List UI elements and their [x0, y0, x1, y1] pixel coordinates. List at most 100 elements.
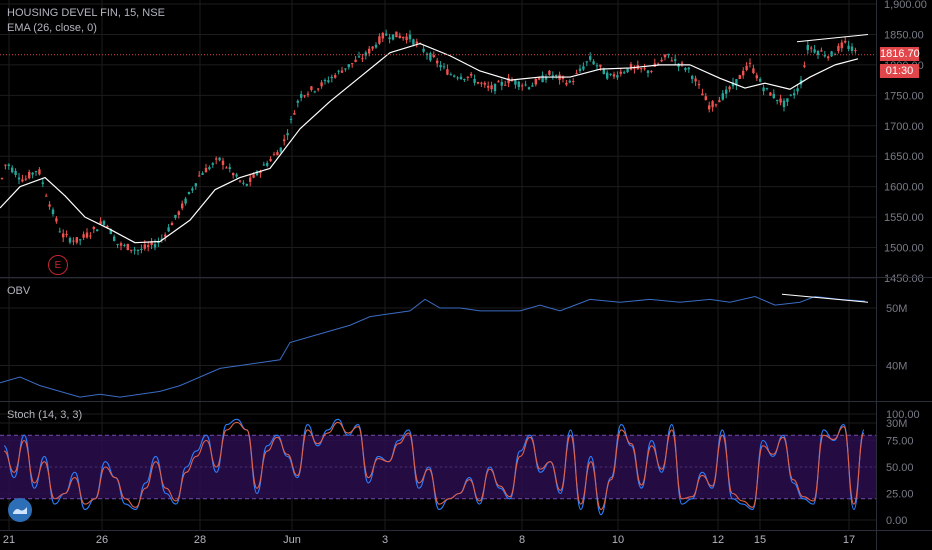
candle-body [657, 63, 660, 65]
candle-body [303, 95, 306, 97]
time-tick-label: 28 [194, 534, 206, 546]
tradingview-logo-icon[interactable] [8, 498, 32, 522]
candle-body [31, 172, 34, 175]
price-tick-label: 1450.00 [884, 273, 924, 285]
candle-body [140, 248, 143, 250]
countdown-tag: 01:30 [880, 64, 919, 78]
candle-body [602, 68, 605, 75]
candle-body [422, 48, 425, 52]
candle-body [351, 63, 354, 65]
candle-body [721, 93, 724, 100]
candle-body [463, 79, 466, 81]
obv-tick-label: 50M [886, 303, 907, 315]
candle-body [854, 50, 857, 52]
candle-body [711, 101, 714, 108]
candle-body [21, 179, 24, 182]
candle-body [847, 45, 850, 49]
candle-body [806, 44, 809, 51]
candle-body [34, 171, 38, 173]
candle-body [249, 177, 252, 182]
candle-body [41, 182, 44, 184]
candle-body [793, 93, 796, 96]
obv-legend[interactable]: OBV [7, 285, 31, 297]
candle-body [674, 59, 677, 61]
candle-body [126, 243, 129, 251]
stoch-legend[interactable]: Stoch (14, 3, 3) [7, 409, 83, 421]
candle-body [626, 68, 629, 73]
candle-body [402, 36, 405, 39]
candle-body [538, 77, 541, 80]
candle-body [238, 180, 242, 182]
candle-body [136, 249, 140, 251]
candle-body [544, 76, 548, 80]
candle-body [844, 40, 847, 43]
candle-body [170, 222, 174, 226]
time-tick-label: 8 [519, 534, 525, 546]
stoch-tick-label: 75.00 [886, 436, 914, 448]
candle-body [51, 209, 55, 215]
candle-body [62, 233, 65, 238]
candle-body [813, 49, 816, 53]
candle-body [75, 237, 78, 243]
time-tick-label: Jun [283, 534, 301, 546]
candle-body [493, 83, 497, 92]
candle-body [490, 85, 493, 90]
candle-body [381, 32, 384, 39]
candle-body [408, 34, 412, 40]
candle-body [160, 238, 163, 240]
candle-body [623, 72, 626, 74]
candle-body [133, 249, 136, 251]
candle-body [150, 241, 153, 246]
candle-body [300, 94, 303, 98]
candle-body [323, 79, 327, 82]
candle-body [0, 178, 4, 180]
candle-body [823, 55, 826, 57]
candle-body [704, 96, 707, 101]
candle-body [551, 75, 554, 77]
candle-body [619, 71, 622, 74]
candle-body [714, 104, 718, 106]
candle-body [840, 42, 843, 49]
price-tick-label: 1700.00 [884, 121, 924, 133]
candle-body [616, 75, 619, 78]
candle-body [595, 65, 599, 67]
symbol-legend[interactable]: HOUSING DEVEL FIN, 15, NSE [7, 7, 165, 19]
candle-body [745, 65, 748, 71]
candle-body [225, 167, 228, 169]
candle-body [650, 71, 653, 73]
candle-body [446, 69, 449, 75]
obv-tick-label: 30M [886, 418, 907, 430]
ema-legend[interactable]: EMA (26, close, 0) [7, 22, 97, 34]
obv-line [0, 295, 866, 398]
candle-body [276, 152, 279, 156]
candle-body [14, 170, 17, 175]
candle-body [837, 45, 840, 51]
candle-body [102, 221, 106, 225]
earnings-event-marker[interactable]: E [48, 255, 68, 275]
candle-body [187, 191, 191, 194]
candle-body [548, 70, 551, 75]
candle-body [405, 36, 408, 41]
candle-body [436, 60, 439, 64]
candle-body [725, 89, 728, 94]
candle-body [72, 240, 75, 242]
candle-body [514, 80, 517, 85]
candle-body [439, 65, 442, 68]
candle-body [157, 241, 160, 244]
candle-body [687, 67, 690, 70]
candle-body [578, 68, 582, 71]
candle-body [833, 54, 837, 56]
candle-body [11, 167, 14, 173]
price-trendline [796, 33, 869, 43]
candle-body [415, 41, 418, 44]
candle-body [680, 62, 684, 64]
candle-body [201, 173, 204, 175]
candle-body [65, 234, 68, 236]
candle-body [181, 203, 184, 209]
candle-body [629, 64, 633, 70]
candle-body [694, 78, 697, 82]
candle-body [640, 68, 643, 70]
candle-body [646, 70, 650, 74]
candle-body [364, 52, 367, 56]
candle-body [748, 62, 752, 64]
